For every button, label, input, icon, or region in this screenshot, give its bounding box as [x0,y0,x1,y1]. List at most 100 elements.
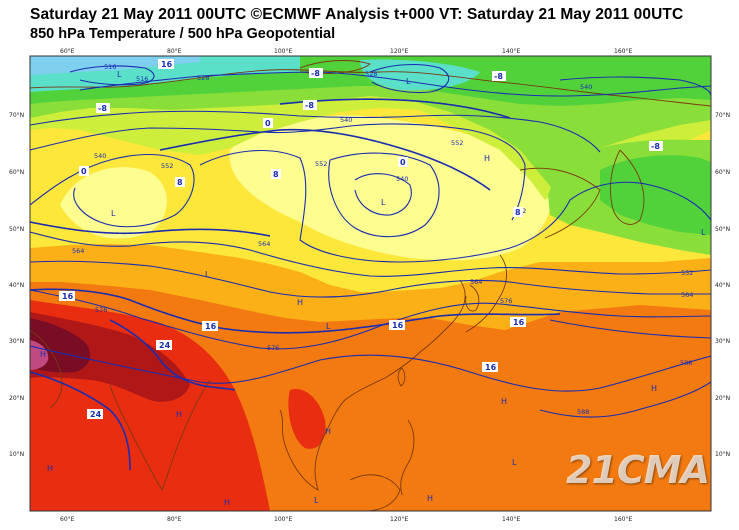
map-frame [29,55,712,512]
temp-label-box [96,103,110,113]
temp-label: -8 [305,101,314,110]
temp-label: -8 [98,104,107,113]
coast-taymyr [299,60,371,74]
lon-label-120e: 120°E [390,48,408,55]
contour-label: 552 [161,162,173,170]
contour-label: 540 [94,152,106,160]
temp-label-box [59,291,75,301]
lat-label-70n-right: 70°N [715,112,730,119]
coast-philippines [400,419,415,496]
lon-label-100e: 100°E [274,48,292,55]
contour-label: 516 [104,63,116,71]
high-center-marker: H [47,464,53,473]
pressure-centers: L L L L L H H H H H H H H H H L L L L [40,70,706,507]
lon-label-100e-bottom: 100°E [274,516,292,523]
lat-label-20n-right: 20°N [715,395,730,402]
contour-552-trough [328,152,440,238]
coast-kamchatka [609,149,645,225]
low-center-marker: L [314,496,319,505]
contour-540-north [30,110,601,153]
lon-label-80e: 80°E [167,48,182,55]
temp-label-box [309,68,323,78]
contour-label: 588 [680,359,692,367]
high-center-marker: H [325,427,331,436]
contour-label: 528 [365,70,377,78]
temp-label-box [271,169,281,179]
temp-label-box [649,141,663,151]
temp-band-neg12-ne [600,155,711,235]
temp-label: 16 [392,321,404,330]
low-center-marker: L [381,198,386,207]
lat-label-40n-right: 40°N [715,282,730,289]
high-center-marker: H [501,397,507,406]
high-center-marker: H [651,384,657,393]
lon-labels-top: 60°E 80°E 100°E 120°E 140°E 160°E [60,48,632,55]
isotherm-0 [159,128,491,191]
temp-label-box [158,59,174,69]
coast-taiwan [397,367,406,387]
geopotential-labels: 516 516 528 528 540 540 540 552 552 552 … [72,63,693,416]
lon-label-140e-bottom: 140°E [502,516,520,523]
contour-label: 564 [470,278,482,286]
temp-band-red-sea [288,389,326,449]
temp-label: 8 [177,178,183,187]
contour-label: 564 [681,291,693,299]
contour-label: 540 [580,83,592,91]
temp-label: 24 [159,341,171,350]
temp-label-box [156,340,172,350]
high-center-marker: H [176,410,182,419]
contour-540-trough-inner [354,173,412,216]
contour-528-low [369,64,450,94]
temp-label: 0 [400,158,406,167]
temp-label-box [513,207,523,217]
low-center-marker: L [512,458,517,467]
contour-552-north [30,123,526,221]
coast-india [109,379,211,492]
temp-label: -8 [494,72,503,81]
temperature-field [30,56,711,511]
contour-552 [30,231,711,277]
temp-label: 0 [265,119,271,128]
contour-540-b [199,150,711,263]
contour-label: 540 [396,175,408,183]
lat-label-10n-right: 10°N [715,451,730,458]
contour-label: 576 [95,306,107,314]
lat-label-10n: 10°N [9,451,24,458]
contour-label: 552 [451,139,463,147]
temp-label: 8 [515,208,521,217]
isotherm-16 [30,288,561,334]
coast-arabia [30,329,63,409]
temp-label: 16 [161,60,173,69]
temp-band-0-4 [229,115,552,261]
low-center-marker: L [701,228,706,237]
isotherm-24-b [109,319,236,391]
coast-arctic [30,69,711,107]
lon-labels-bottom: 60°E 80°E 100°E 120°E 140°E 160°E [60,516,632,523]
lon-label-60e-bottom: 60°E [60,516,75,523]
contour-label: 552 [681,269,693,277]
lat-label-70n: 70°N [9,112,24,119]
temp-label-box [303,100,317,110]
contour-540 [30,154,195,228]
contour-564-east [549,319,711,339]
contour-540-east [559,76,711,97]
lon-label-60e: 60°E [60,48,75,55]
temp-label-box [263,118,273,128]
coast-borneo [349,474,401,511]
temp-label-box [492,71,506,81]
temp-band-neg16-b [360,59,480,91]
temp-label: 16 [62,292,74,301]
temp-label: 24 [90,410,102,419]
temp-label: 16 [513,318,525,327]
lon-label-140e: 140°E [502,48,520,55]
geopotential-contours [30,64,711,418]
low-center-marker: L [326,322,331,331]
map-title: Saturday 21 May 2011 00UTC ©ECMWF Analys… [30,6,684,23]
lat-labels-left: 70°N 60°N 50°N 40°N 30°N 20°N 10°N [9,112,24,458]
temp-band-0-4-west [60,167,167,239]
coast-okhotsk [519,167,601,239]
temp-label-box [175,177,185,187]
contour-label: 528 [197,74,209,82]
lat-label-40n: 40°N [9,282,24,289]
